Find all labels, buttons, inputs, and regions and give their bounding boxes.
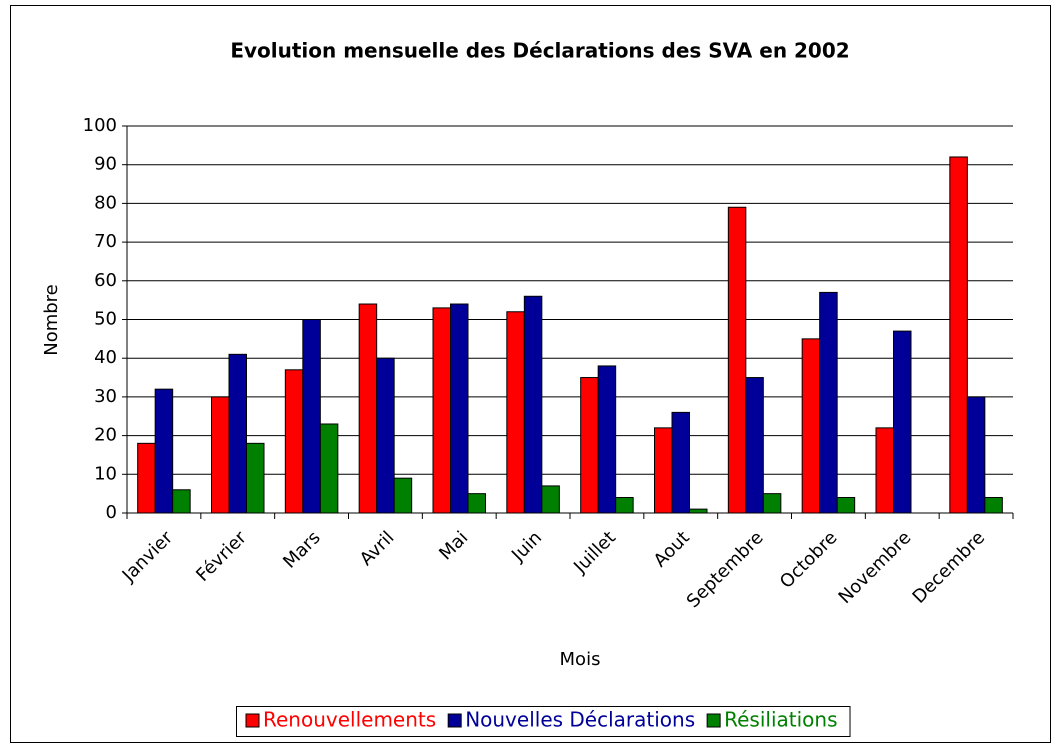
bar xyxy=(671,411,690,514)
legend-box xyxy=(236,706,851,737)
bar xyxy=(893,330,912,514)
legend: Renouvellements Nouvelles Déclarations Rés… xyxy=(236,706,851,737)
chart-title: Evolution mensuelle des Déclarations des… xyxy=(230,39,849,63)
y-tick-label: 70 xyxy=(94,231,117,252)
legend-label: Résiliations xyxy=(724,708,837,732)
legend-label: Renouvellements xyxy=(263,708,436,732)
bar xyxy=(137,442,156,514)
bar xyxy=(319,423,339,514)
bar xyxy=(154,388,174,514)
bar xyxy=(246,442,265,514)
bar xyxy=(506,311,525,514)
bar xyxy=(432,307,451,514)
y-tick-label: 0 xyxy=(106,502,117,523)
bar xyxy=(580,377,599,514)
bar xyxy=(376,357,395,514)
legend-swatch xyxy=(706,713,721,728)
bar xyxy=(966,396,986,514)
legend-label: Nouvelles Déclarations xyxy=(465,708,695,732)
bar xyxy=(689,508,708,514)
legend-swatch xyxy=(447,713,462,728)
bar xyxy=(615,497,634,514)
legend-swatch xyxy=(245,713,260,728)
y-tick-label: 100 xyxy=(83,115,117,136)
y-tick-label: 10 xyxy=(94,463,117,484)
bar xyxy=(984,497,1003,514)
bar xyxy=(875,427,894,514)
y-tick-label: 90 xyxy=(94,154,117,175)
bar xyxy=(467,493,486,514)
x-axis-label: Mois xyxy=(560,649,601,670)
bar xyxy=(654,427,673,514)
bar xyxy=(523,295,543,514)
bar xyxy=(949,156,968,514)
y-axis-label: Nombre xyxy=(41,284,62,356)
bar xyxy=(302,319,321,514)
y-tick-label: 50 xyxy=(94,309,117,330)
bar xyxy=(762,493,782,514)
bar xyxy=(358,303,378,514)
bar xyxy=(393,477,413,514)
bar xyxy=(836,497,856,514)
bar xyxy=(172,489,191,514)
y-tick-label: 40 xyxy=(94,347,117,368)
bar xyxy=(450,303,469,514)
y-tick-label: 60 xyxy=(94,270,117,291)
bar xyxy=(284,369,304,514)
y-tick-label: 80 xyxy=(94,192,117,213)
y-tick-label: 30 xyxy=(94,386,117,407)
bar xyxy=(727,206,747,514)
y-tick-label: 20 xyxy=(94,425,117,446)
bar xyxy=(819,291,838,514)
bar xyxy=(211,396,230,514)
bar xyxy=(745,377,764,514)
bar xyxy=(541,485,560,514)
bar xyxy=(228,353,247,514)
bar xyxy=(801,338,821,514)
bar xyxy=(597,365,617,514)
